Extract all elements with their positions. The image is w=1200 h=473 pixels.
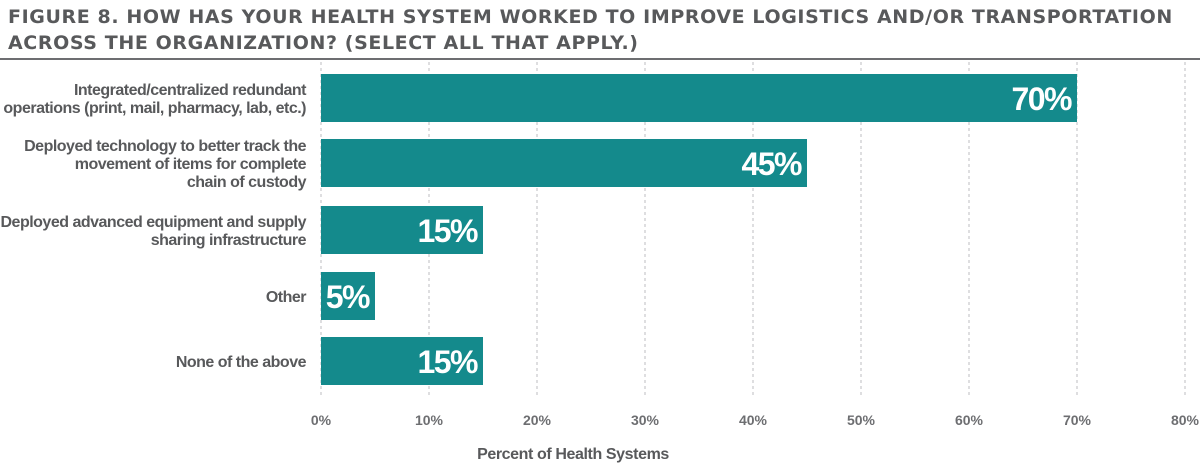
bar-2 [321, 206, 483, 254]
bar-1 [321, 139, 807, 187]
x-tick-label-0: 0% [311, 412, 332, 428]
category-label-4-0: None of the above [176, 354, 307, 371]
data-label-1: 45% [741, 146, 802, 182]
data-label-0: 70% [1011, 81, 1072, 117]
title-divider [0, 58, 1200, 60]
x-axis-title: Percent of Health Systems [477, 446, 669, 463]
category-label-1-1: movement of items for complete [75, 156, 307, 173]
bar-0 [321, 74, 1077, 122]
x-tick-label-10: 10% [415, 412, 444, 428]
category-label-0-0: Integrated/centralized redundant [74, 82, 307, 99]
bar-3 [321, 272, 375, 320]
x-tick-label-60: 60% [955, 412, 984, 428]
category-label-1-2: chain of custody [187, 174, 307, 191]
category-label-1-0: Deployed technology to better track the [24, 138, 306, 155]
x-tick-label-40: 40% [739, 412, 768, 428]
category-label-0-1: operations (print, mail, pharmacy, lab, … [3, 100, 306, 117]
category-label-3-0: Other [266, 289, 306, 306]
x-tick-label-70: 70% [1063, 412, 1092, 428]
x-tick-label-80: 80% [1171, 412, 1200, 428]
data-label-3: 5% [326, 279, 370, 315]
data-label-4: 15% [417, 344, 478, 380]
data-label-2: 15% [417, 213, 478, 249]
x-tick-label-20: 20% [523, 412, 552, 428]
x-tick-label-50: 50% [847, 412, 876, 428]
category-label-2-0: Deployed advanced equipment and supply [0, 214, 306, 231]
x-tick-label-30: 30% [631, 412, 660, 428]
category-label-2-1: sharing infrastructure [151, 232, 307, 249]
bar-4 [321, 337, 483, 385]
chart-title: FIGURE 8. HOW HAS YOUR HEALTH SYSTEM WOR… [8, 6, 1173, 54]
